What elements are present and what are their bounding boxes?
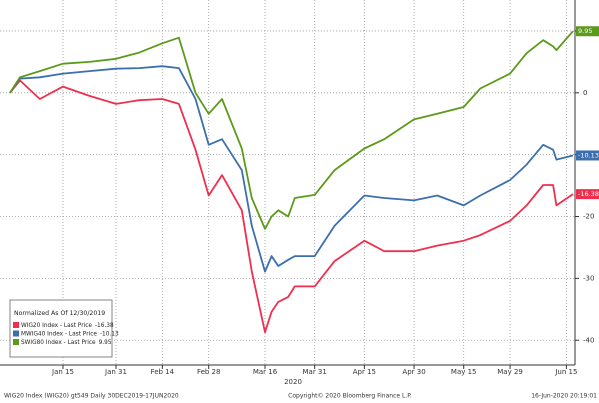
y-tick-label: 0 <box>583 89 587 97</box>
legend-label: SWIG80 Index - Last Price <box>21 340 96 346</box>
legend-entry: MWIG40 Index - Last Price -10.13 <box>21 331 119 337</box>
y-tick-label: -20 <box>583 213 594 221</box>
last-value-label: -10.13 <box>578 151 599 159</box>
x-tick-label: Mar 31 <box>303 368 327 376</box>
last-value-label: -16.38 <box>578 190 599 198</box>
x-tick-label: Apr 15 <box>353 368 376 376</box>
series-line <box>9 65 574 273</box>
footer-center: Copyright© 2020 Bloomberg Finance L.P. <box>288 393 412 400</box>
x-tick-label: Feb 14 <box>151 368 175 376</box>
last-value-tag <box>576 189 599 200</box>
legend-swatch <box>13 330 19 337</box>
legend-label: WIG20 Index - Last Price <box>21 323 92 329</box>
legend-title: Normalized As Of 12/30/2019 <box>14 310 105 317</box>
footer-left: WIG20 Index (WIG20) gt549 Daily 30DEC201… <box>4 393 179 400</box>
series-line <box>9 30 574 230</box>
legend-box <box>9 299 113 358</box>
y-tick-label: -30 <box>583 274 594 282</box>
last-value-tag <box>576 150 599 161</box>
x-tick-label: May 29 <box>497 368 523 376</box>
legend-swatch <box>13 339 19 345</box>
legend-entry: SWIG80 Index - Last Price 9.95 <box>21 340 112 346</box>
series-line <box>9 79 574 334</box>
last-value-label: 9.95 <box>578 27 592 35</box>
x-tick-label: Jan 31 <box>104 368 127 376</box>
x-tick-label: May 15 <box>451 368 477 376</box>
x-axis-label: 2020 <box>284 378 302 386</box>
legend-value: 9.95 <box>99 340 112 346</box>
x-tick-label: Jan 15 <box>51 368 74 376</box>
y-tick-label: -40 <box>583 336 594 344</box>
x-tick-label: Apr 30 <box>402 368 425 376</box>
x-tick-label: Mar 16 <box>253 368 278 376</box>
x-tick-label: Feb 28 <box>197 368 221 376</box>
legend-value: -10.13 <box>100 331 119 337</box>
last-value-tag <box>576 26 599 37</box>
legend-label: MWIG40 Index - Last Price <box>21 331 97 337</box>
legend-entry: WIG20 Index - Last Price -16.38 <box>21 323 114 329</box>
x-tick-label: Jun 15 <box>554 368 577 376</box>
footer-right: 16-Jun-2020 20:19:01 <box>531 393 597 400</box>
legend-swatch <box>13 322 19 328</box>
legend-value: -16.38 <box>95 323 114 329</box>
